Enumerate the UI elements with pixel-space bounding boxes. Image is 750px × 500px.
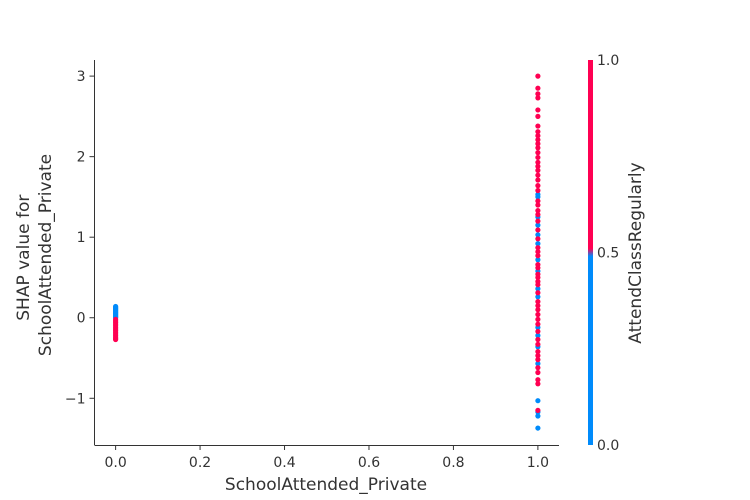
scatter-point [535, 208, 541, 214]
scatter-point [535, 167, 541, 173]
scatter-point [535, 357, 541, 363]
scatter-point [535, 107, 541, 113]
y-axis-label-line-1: SHAP value for [14, 195, 34, 321]
scatter-point [535, 241, 541, 247]
scatter-point [535, 236, 541, 242]
x-tick-label: 1.0 [527, 455, 549, 471]
colorbar-tick-label: 0.0 [597, 438, 619, 454]
scatter-point [535, 311, 541, 318]
scatter-point [535, 407, 541, 413]
y-tick-label: 3 [77, 69, 86, 85]
y-axis-ticks: −1 0 1 2 3 [65, 69, 95, 407]
scatter-point [535, 183, 541, 189]
scatter-points [113, 73, 541, 431]
scatter-point [535, 381, 541, 387]
scatter-point [535, 286, 541, 292]
scatter-point [535, 249, 541, 255]
scatter-point [535, 222, 541, 228]
colorbar-label: AttendClassRegularly [626, 162, 646, 343]
scatter-point [535, 294, 541, 300]
scatter-point [535, 353, 541, 359]
y-tick-label: 0 [77, 311, 86, 327]
scatter-point [535, 218, 541, 224]
scatter-point [535, 365, 541, 371]
scatter-point [535, 336, 541, 343]
scatter-point [535, 348, 541, 355]
scatter-point [535, 377, 541, 383]
scatter-point [113, 336, 119, 343]
scatter-point [535, 150, 541, 156]
scatter-point [535, 274, 541, 281]
scatter-point [535, 413, 541, 419]
colorbar-tick-label: 1.0 [597, 53, 619, 69]
scatter-point [535, 91, 541, 97]
colorbar [588, 60, 593, 445]
scatter-point [535, 257, 541, 263]
y-tick-label: 1 [77, 230, 86, 246]
scatter-point [535, 73, 541, 79]
scatter-point [535, 194, 541, 200]
colorbar-ticks: 0.0 0.5 1.0 [597, 53, 619, 454]
scatter-point [535, 425, 541, 431]
scatter-point [535, 137, 541, 143]
scatter-point [535, 145, 541, 151]
scatter-point [535, 154, 541, 161]
x-tick-label: 0.8 [442, 455, 464, 471]
scatter-point [535, 198, 541, 204]
x-tick-label: 0.2 [189, 455, 211, 471]
scatter-point [535, 341, 541, 347]
scatter-point [535, 133, 541, 139]
scatter-point [535, 159, 541, 165]
scatter-point [535, 265, 541, 271]
x-tick-label: 0.6 [358, 455, 380, 471]
scatter-point [535, 316, 541, 322]
scatter-point [535, 369, 541, 376]
scatter-point [535, 212, 541, 218]
scatter-point [535, 187, 541, 194]
scatter-point [535, 172, 541, 178]
scatter-point [535, 163, 541, 169]
scatter-point [535, 398, 541, 404]
x-tick-label: 0.0 [104, 455, 126, 471]
scatter-point [535, 303, 541, 309]
scatter-point [535, 253, 541, 259]
scatter-point [535, 141, 541, 147]
scatter-point [535, 85, 541, 91]
y-axis-label-line-2: SchoolAttended_Private [36, 154, 56, 356]
scatter-point [535, 227, 541, 233]
scatter-point [535, 202, 541, 208]
scatter-point [535, 177, 541, 183]
scatter-point [535, 282, 541, 288]
y-axis-label: SHAP value for SchoolAttended_Private [14, 154, 56, 356]
colorbar-tick-label: 0.5 [597, 246, 619, 262]
scatter-point [535, 232, 541, 238]
y-tick-label: 2 [77, 150, 86, 166]
scatter-point [535, 123, 541, 129]
scatter-point [535, 95, 541, 101]
x-tick-label: 0.4 [273, 455, 295, 471]
scatter-point [535, 299, 541, 305]
scatter-point [535, 321, 541, 327]
x-axis-label: SchoolAttended_Private [225, 475, 427, 495]
scatter-point [535, 245, 541, 251]
scatter-point [535, 361, 541, 367]
scatter-point [535, 307, 541, 313]
scatter-point [535, 113, 541, 119]
scatter-point [535, 129, 541, 135]
scatter-point [535, 290, 541, 296]
y-tick-label: −1 [65, 391, 86, 407]
scatter-point [535, 328, 541, 335]
scatter-point [535, 332, 541, 339]
x-axis-ticks: 0.0 0.2 0.4 0.6 0.8 1.0 [104, 445, 549, 471]
